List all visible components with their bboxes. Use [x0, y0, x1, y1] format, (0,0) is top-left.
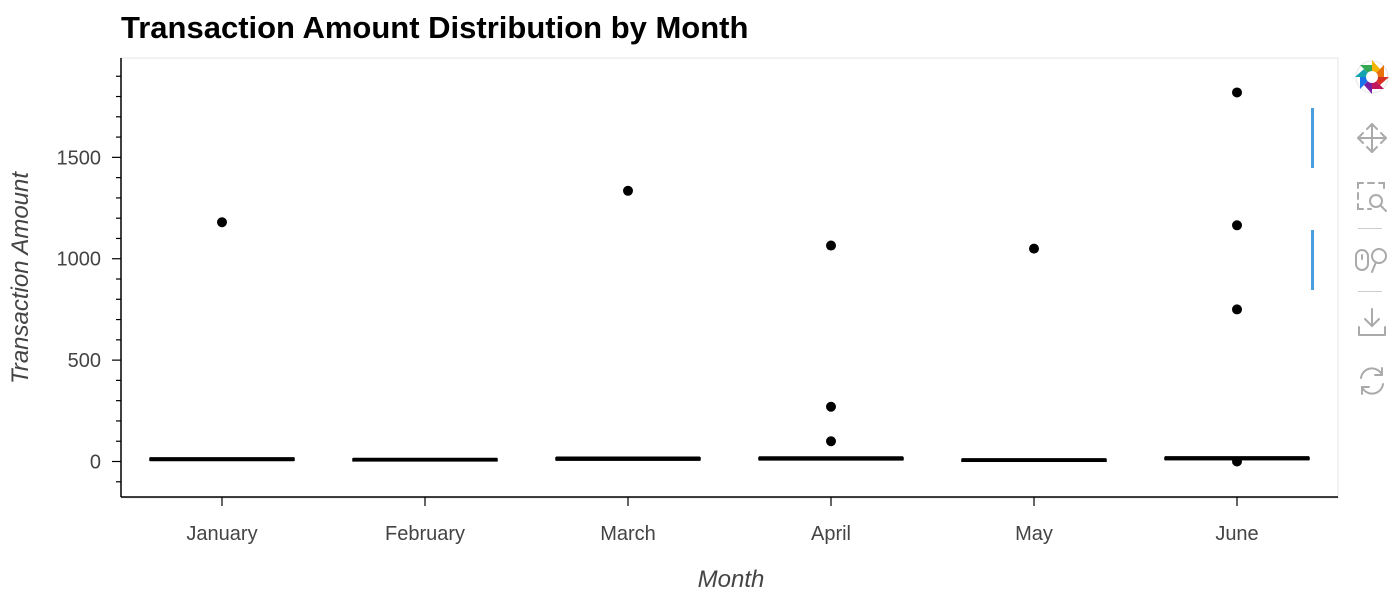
box-group-march	[555, 185, 701, 461]
save-icon[interactable]	[1352, 302, 1392, 342]
outlier-point	[623, 185, 633, 196]
box-plot: 0 500 1000 1500 January February March April May…	[7, 57, 1339, 593]
pan-active-indicator	[1311, 108, 1314, 168]
x-tick-label: February	[385, 523, 465, 545]
outlier-point	[1232, 220, 1242, 231]
outlier-point	[826, 401, 836, 412]
outlier-point	[217, 217, 227, 228]
outlier-point	[826, 240, 836, 251]
y-tick-label: 1500	[57, 147, 102, 169]
plot-frame	[120, 57, 1339, 499]
x-tick-label: March	[600, 523, 656, 545]
wheel-zoom-active-indicator	[1311, 230, 1314, 290]
x-tick-label: May	[1015, 523, 1053, 545]
x-tick-label: January	[186, 523, 257, 545]
x-tick-label: June	[1215, 523, 1258, 545]
box-group-january	[149, 217, 295, 462]
box-group-april	[758, 240, 904, 461]
outlier-point	[826, 436, 836, 447]
chart-title: Transaction Amount Distribution by Month	[121, 10, 749, 45]
wheel-zoom-icon[interactable]	[1352, 240, 1392, 280]
outlier-point	[1232, 87, 1242, 98]
chart-toolbar	[1311, 52, 1398, 412]
pan-icon[interactable]	[1352, 118, 1392, 158]
reset-icon[interactable]	[1352, 361, 1392, 401]
box-group-may	[961, 243, 1107, 463]
box-zoom-icon[interactable]	[1352, 177, 1392, 217]
outlier-point	[1232, 304, 1242, 315]
outlier-point	[1232, 456, 1242, 467]
y-tick-label: 1000	[57, 249, 102, 271]
box-group-june	[1164, 87, 1310, 467]
x-axis-title: Month	[698, 566, 765, 593]
y-tick-label: 0	[90, 452, 101, 474]
outlier-point	[1029, 243, 1039, 254]
toolbar-separator	[1358, 228, 1382, 229]
y-axis-title: Transaction Amount	[7, 171, 34, 384]
box-group-february	[352, 457, 498, 462]
y-tick-label: 500	[68, 350, 101, 372]
toolbar-separator	[1358, 291, 1382, 292]
bokeh-logo-icon[interactable]	[1352, 57, 1392, 97]
x-tick-label: April	[811, 523, 851, 545]
